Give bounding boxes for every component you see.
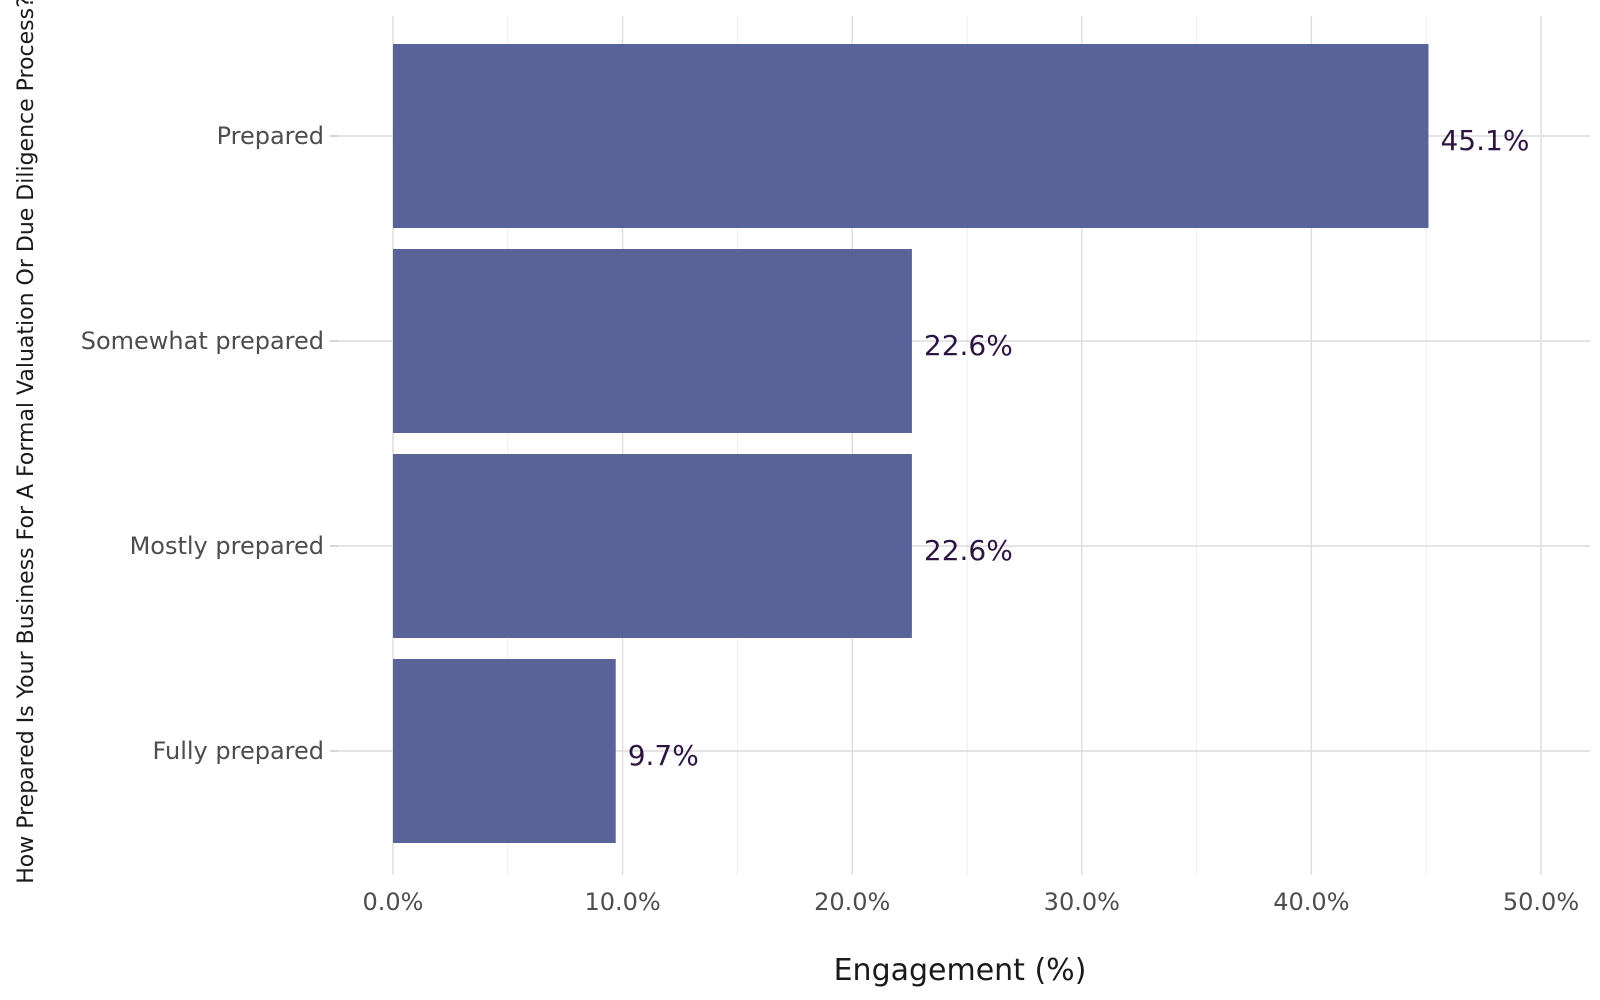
x-tick-label: 10.0%: [584, 888, 660, 916]
category-label: Somewhat prepared: [81, 327, 324, 355]
bar-mostly-prepared: [393, 454, 912, 638]
bar-prepared: [393, 44, 1429, 228]
category-label: Fully prepared: [153, 737, 325, 765]
x-tick-label: 40.0%: [1273, 888, 1349, 916]
bar-somewhat-prepared: [393, 249, 912, 433]
y-axis-title: How Prepared Is Your Business For A Form…: [14, 0, 39, 884]
category-label: Prepared: [217, 122, 324, 150]
data-label: 22.6%: [924, 329, 1013, 362]
data-label: 22.6%: [924, 534, 1013, 567]
x-axis-tick-labels: 0.0% 10.0% 20.0% 30.0% 40.0% 50.0%: [363, 888, 1580, 916]
data-label: 9.7%: [628, 739, 699, 772]
category-label: Mostly prepared: [130, 532, 324, 560]
x-tick-label: 30.0%: [1044, 888, 1120, 916]
data-label: 45.1%: [1440, 124, 1529, 157]
category-labels: Prepared Somewhat prepared Mostly prepared…: [81, 122, 324, 765]
data-labels: 45.1% 22.6% 22.6% 9.7%: [628, 124, 1530, 772]
x-tick-label: 50.0%: [1503, 888, 1579, 916]
bars: [393, 44, 1429, 843]
bar-fully-prepared: [393, 659, 616, 843]
x-tick-label: 0.0%: [363, 888, 424, 916]
x-tick-label: 20.0%: [814, 888, 890, 916]
x-axis-title: Engagement (%): [834, 953, 1087, 988]
